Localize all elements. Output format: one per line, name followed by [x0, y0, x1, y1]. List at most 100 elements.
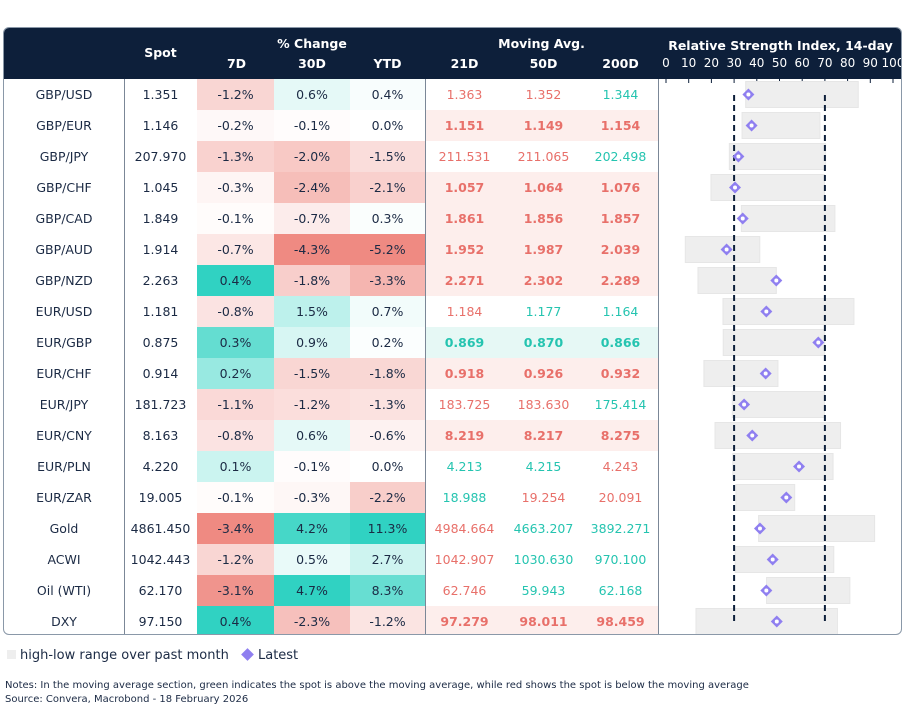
instrument-name: Oil (WTI)	[36, 583, 92, 598]
instrument-name: Gold	[49, 521, 79, 536]
moving-avg-21d: 1.184	[446, 304, 483, 319]
rsi-latest-dot	[816, 340, 821, 345]
rsi-latest-dot	[750, 433, 755, 438]
pct-change-7d: 0.4%	[197, 265, 274, 296]
divider	[124, 79, 125, 634]
rsi-tick-label: 0	[662, 56, 670, 70]
rsi-tick-label: 50	[771, 56, 788, 70]
pct-change-ytd: -0.6%	[350, 420, 425, 451]
table-row: GBP/USD 1.351 -1.2% 0.6% 0.4% 1.363 1.352 1.344	[4, 79, 658, 110]
rsi-tick-label: 100	[881, 56, 901, 70]
moving-avg-21d: 183.725	[438, 397, 491, 412]
table-row: EUR/ZAR 19.005 -0.1% -0.3% -2.2% 18.988 19.254…	[4, 482, 658, 513]
pct-change-7d: 0.3%	[197, 327, 274, 358]
spot-value: 8.163	[142, 428, 179, 443]
pct-change-7d: -3.1%	[197, 575, 274, 606]
instrument-name: GBP/AUD	[35, 242, 93, 257]
pct-change-ytd: -1.2%	[350, 606, 425, 634]
pct-change-30d: 4.7%	[274, 575, 350, 606]
pct-change-30d: -1.8%	[274, 265, 350, 296]
pct-change-7d: -1.2%	[197, 79, 274, 110]
pct-change-ytd: -2.1%	[350, 172, 425, 203]
pct-change-7d: 0.1%	[197, 451, 274, 482]
rsi-range-bar	[722, 298, 855, 325]
rsi-range-bar	[710, 174, 825, 201]
rsi-tick-label: 60	[794, 56, 810, 70]
moving-avg-50d: 8.217	[504, 420, 583, 451]
pct-change-ytd: 2.7%	[350, 544, 425, 575]
pct-change-30d: -4.3%	[274, 234, 350, 265]
instrument-name: EUR/GBP	[36, 335, 92, 350]
moving-avg-21d: 0.918	[425, 358, 504, 389]
table-row: EUR/GBP 0.875 0.3% 0.9% 0.2% 0.869 0.870 0.866	[4, 327, 658, 358]
rsi-tick-label: 10	[681, 56, 697, 70]
table-header: Spot % Change Moving Avg. 7D 30D YTD 21D…	[4, 28, 901, 79]
table-row: GBP/CAD 1.849 -0.1% -0.7% 0.3% 1.861 1.856 1.85…	[4, 203, 658, 234]
moving-avg-21d: 1.861	[425, 203, 504, 234]
header-spot: Spot	[144, 45, 177, 60]
moving-avg-200d: 0.866	[583, 327, 658, 358]
moving-avg-21d: 1.952	[425, 234, 504, 265]
header-moving-avg: Moving Avg.	[498, 36, 585, 51]
moving-avg-200d: 2.289	[583, 265, 658, 296]
moving-avg-200d: 62.168	[598, 583, 643, 598]
latest-diamond-icon	[241, 648, 254, 661]
moving-avg-50d: 4.215	[525, 459, 562, 474]
instrument-name: EUR/USD	[35, 304, 93, 319]
rsi-range-bar	[732, 453, 834, 480]
table-row: EUR/USD 1.181 -0.8% 1.5% 0.7% 1.184 1.177 1.164	[4, 296, 658, 327]
moving-avg-200d: 98.459	[583, 606, 658, 634]
moving-avg-50d: 1.352	[525, 87, 562, 102]
rsi-range-bar	[695, 608, 838, 634]
pct-change-7d: -1.2%	[197, 544, 274, 575]
pct-change-30d: -0.3%	[274, 482, 350, 513]
header-pct-change: % Change	[277, 36, 347, 51]
moving-avg-50d: 211.065	[517, 149, 570, 164]
pct-change-30d: 0.5%	[274, 544, 350, 575]
pct-change-7d: -0.8%	[197, 296, 274, 327]
spot-value: 0.875	[142, 335, 179, 350]
spot-value: 1.181	[142, 304, 179, 319]
pct-change-7d: -1.1%	[197, 389, 274, 420]
instrument-name: EUR/JPY	[39, 397, 89, 412]
rsi-latest-dot	[770, 557, 775, 562]
pct-change-7d: -1.3%	[197, 141, 274, 172]
rsi-tick-label: 70	[817, 56, 833, 70]
moving-avg-200d: 20.091	[598, 490, 643, 505]
moving-avg-200d: 1.076	[583, 172, 658, 203]
spot-value: 1042.443	[130, 552, 191, 567]
moving-avg-200d: 4.243	[602, 459, 639, 474]
pct-change-7d: -0.7%	[197, 234, 274, 265]
moving-avg-50d: 1.064	[504, 172, 583, 203]
instrument-name: ACWI	[47, 552, 81, 567]
moving-avg-21d: 97.279	[425, 606, 504, 634]
rsi-range-bar	[745, 81, 859, 108]
table-row: GBP/NZD 2.263 0.4% -1.8% -3.3% 2.271 2.302 2.28…	[4, 265, 658, 296]
pct-change-ytd: 0.0%	[350, 110, 425, 141]
pct-change-30d: 0.6%	[274, 420, 350, 451]
rsi-latest-dot	[740, 216, 745, 221]
pct-change-ytd: 0.0%	[350, 451, 425, 482]
source-text: Source: Convera, Macrobond - 18 February…	[5, 694, 249, 705]
moving-avg-50d: 1030.630	[513, 552, 574, 567]
moving-avg-21d: 0.869	[425, 327, 504, 358]
moving-avg-21d: 18.988	[442, 490, 487, 505]
table-row: ACWI 1042.443 -1.2% 0.5% 2.7% 1042.907 1030.63…	[4, 544, 658, 575]
rsi-range-bar	[734, 546, 835, 573]
pct-change-7d: -3.4%	[197, 513, 274, 544]
instrument-name: EUR/PLN	[37, 459, 91, 474]
instrument-name: EUR/CNY	[36, 428, 92, 443]
rsi-tick-label: 20	[703, 56, 720, 70]
moving-avg-50d: 1.856	[504, 203, 583, 234]
table-row: Oil (WTI) 62.170 -3.1% 4.7% 8.3% 62.746 59.943…	[4, 575, 658, 606]
moving-avg-21d: 1.057	[425, 172, 504, 203]
pct-change-7d: -0.8%	[197, 420, 274, 451]
rsi-tick-label: 40	[749, 56, 765, 70]
moving-avg-200d: 1.344	[602, 87, 639, 102]
rsi-latest-dot	[757, 526, 762, 531]
rsi-tick-label: 30	[726, 56, 742, 70]
spot-value: 0.914	[142, 366, 179, 381]
pct-change-ytd: 11.3%	[350, 513, 425, 544]
instrument-name: DXY	[51, 614, 77, 629]
pct-change-ytd: 0.2%	[350, 327, 425, 358]
